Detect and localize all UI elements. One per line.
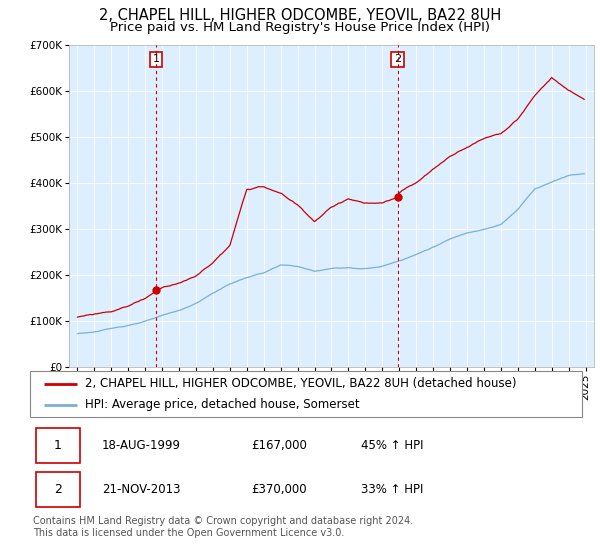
Text: £370,000: £370,000 — [251, 483, 307, 496]
Text: £167,000: £167,000 — [251, 440, 307, 452]
Text: 45% ↑ HPI: 45% ↑ HPI — [361, 440, 424, 452]
Text: 33% ↑ HPI: 33% ↑ HPI — [361, 483, 424, 496]
FancyBboxPatch shape — [35, 428, 80, 464]
Text: Contains HM Land Registry data © Crown copyright and database right 2024.
This d: Contains HM Land Registry data © Crown c… — [33, 516, 413, 538]
Text: Price paid vs. HM Land Registry's House Price Index (HPI): Price paid vs. HM Land Registry's House … — [110, 21, 490, 34]
Text: 2, CHAPEL HILL, HIGHER ODCOMBE, YEOVIL, BA22 8UH (detached house): 2, CHAPEL HILL, HIGHER ODCOMBE, YEOVIL, … — [85, 377, 517, 390]
Text: 2: 2 — [394, 54, 401, 64]
FancyBboxPatch shape — [30, 371, 582, 417]
Text: 21-NOV-2013: 21-NOV-2013 — [102, 483, 180, 496]
Text: HPI: Average price, detached house, Somerset: HPI: Average price, detached house, Some… — [85, 398, 360, 411]
Text: 2, CHAPEL HILL, HIGHER ODCOMBE, YEOVIL, BA22 8UH: 2, CHAPEL HILL, HIGHER ODCOMBE, YEOVIL, … — [99, 8, 501, 24]
Text: 1: 1 — [152, 54, 160, 64]
Text: 18-AUG-1999: 18-AUG-1999 — [102, 440, 181, 452]
FancyBboxPatch shape — [35, 472, 80, 507]
Text: 2: 2 — [53, 483, 62, 496]
Text: 1: 1 — [53, 440, 62, 452]
